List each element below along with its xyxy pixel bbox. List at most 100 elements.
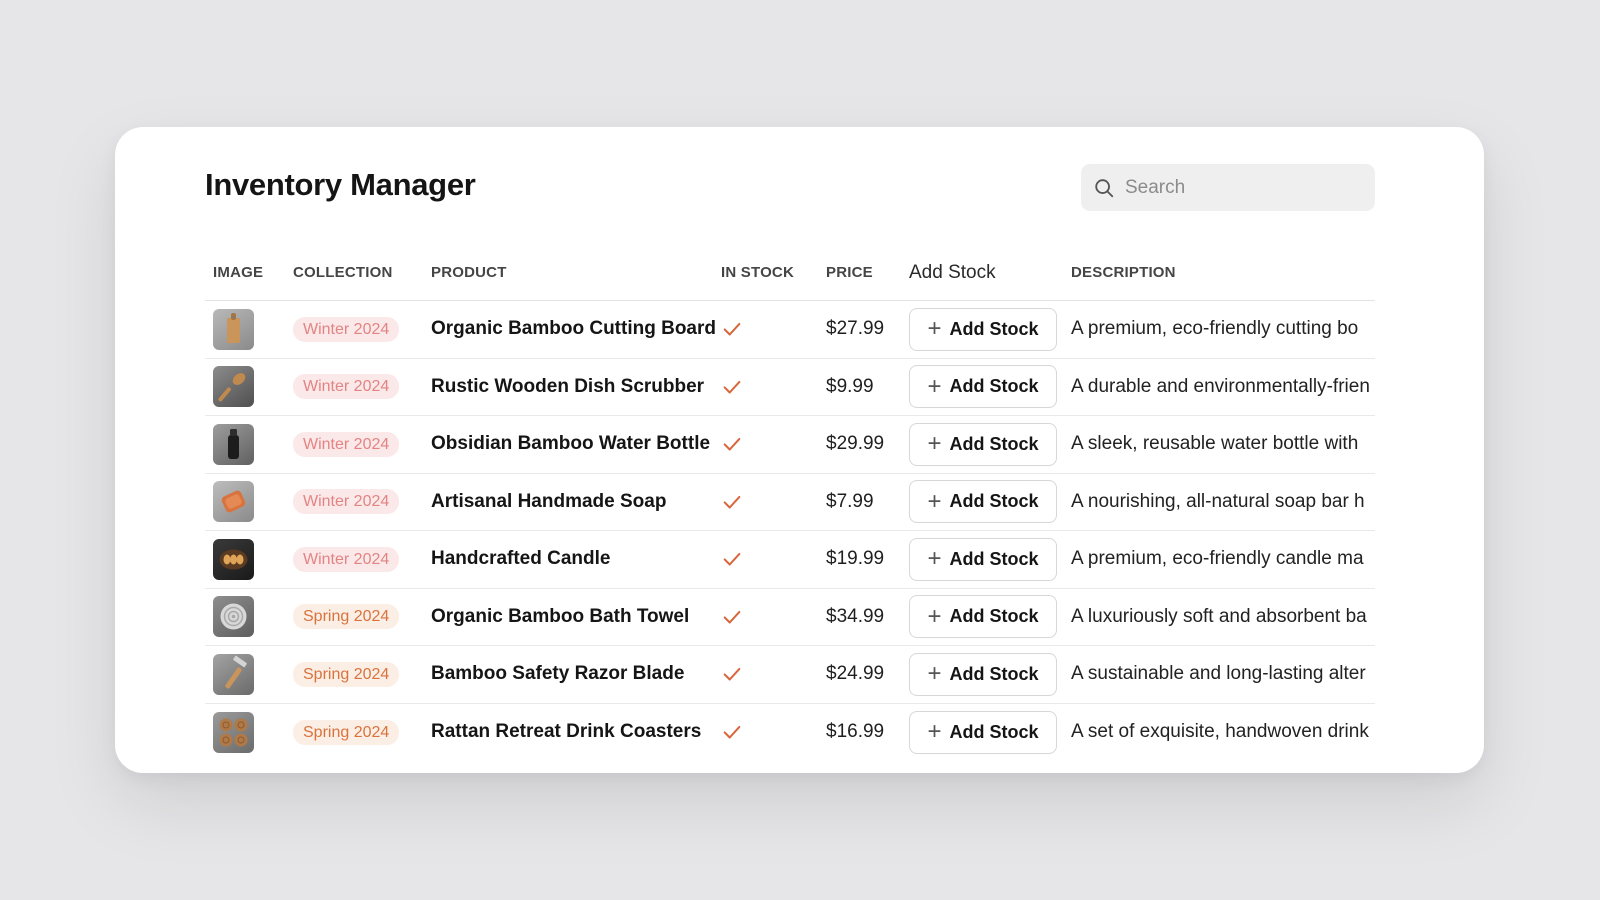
add-stock-cell: + Add Stock xyxy=(909,595,1071,639)
in-stock-cell xyxy=(715,606,826,628)
water-bottle-icon xyxy=(213,423,254,465)
plus-icon: + xyxy=(927,602,942,630)
image-cell xyxy=(205,653,293,695)
collection-badge: Winter 2024 xyxy=(293,374,400,400)
check-icon xyxy=(723,610,741,624)
header-image[interactable]: IMAGE xyxy=(213,264,264,281)
scrubber-brush-icon xyxy=(213,366,254,408)
header-product[interactable]: PRODUCT xyxy=(431,264,507,281)
price-cell: $27.99 xyxy=(826,318,885,340)
collection-badge: Spring 2024 xyxy=(293,604,400,630)
plus-icon: + xyxy=(927,430,942,458)
product-name: Obsidian Bamboo Water Bottle xyxy=(431,433,711,455)
collection-badge: Winter 2024 xyxy=(293,546,400,572)
collection-cell: Spring 2024 xyxy=(293,604,431,630)
price-cell: $7.99 xyxy=(826,490,874,512)
in-stock-cell xyxy=(715,318,826,340)
add-stock-cell: + Add Stock xyxy=(909,652,1071,696)
check-icon xyxy=(723,495,741,509)
inventory-card: Inventory Manager IMAGE COLLECTION PRODU… xyxy=(115,127,1484,773)
add-stock-cell: + Add Stock xyxy=(909,710,1071,754)
description-cell: A set of exquisite, handwoven drink xyxy=(1071,721,1369,743)
add-stock-button[interactable]: + Add Stock xyxy=(909,365,1057,409)
price-cell: $34.99 xyxy=(826,605,885,627)
product-name: Artisanal Handmade Soap xyxy=(431,490,667,512)
header-price[interactable]: PRICE xyxy=(826,264,873,281)
candle-icon xyxy=(213,538,254,580)
header-description[interactable]: DESCRIPTION xyxy=(1071,264,1176,281)
product-cell: Rustic Wooden Dish Scrubber xyxy=(431,376,715,398)
table-row: Winter 2024 Obsidian Bamboo Water Bottle… xyxy=(205,416,1375,474)
check-icon xyxy=(723,726,741,739)
search-box[interactable] xyxy=(1081,164,1375,211)
product-name: Bamboo Safety Razor Blade xyxy=(431,663,685,685)
add-stock-cell: + Add Stock xyxy=(909,480,1071,524)
plus-icon: + xyxy=(927,315,942,343)
header-collection[interactable]: COLLECTION xyxy=(293,264,393,281)
product-cell: Organic Bamboo Bath Towel xyxy=(431,606,715,628)
collection-cell: Spring 2024 xyxy=(293,719,431,745)
in-stock-cell xyxy=(715,376,826,398)
plus-icon: + xyxy=(927,718,942,746)
in-stock-cell xyxy=(715,548,826,570)
header-add-stock[interactable]: Add Stock xyxy=(909,261,996,283)
add-stock-button[interactable]: + Add Stock xyxy=(909,422,1057,466)
add-stock-button[interactable]: + Add Stock xyxy=(909,480,1057,524)
product-cell: Rattan Retreat Drink Coasters xyxy=(431,721,715,743)
in-stock-cell xyxy=(715,663,826,685)
description-cell: A premium, eco-friendly candle ma xyxy=(1071,548,1364,570)
plus-icon: + xyxy=(927,487,942,515)
add-stock-button[interactable]: + Add Stock xyxy=(909,652,1057,696)
plus-icon: + xyxy=(927,545,942,573)
search-input[interactable] xyxy=(1125,176,1365,199)
plus-icon: + xyxy=(927,372,942,400)
add-stock-button[interactable]: + Add Stock xyxy=(909,595,1057,639)
product-cell: Organic Bamboo Cutting Board xyxy=(431,318,716,340)
add-stock-label: Add Stock xyxy=(949,721,1039,742)
image-cell xyxy=(205,711,293,753)
image-cell xyxy=(205,308,293,350)
description-cell: A premium, eco-friendly cutting bo xyxy=(1071,318,1359,340)
towel-icon xyxy=(213,596,254,638)
collection-badge: Winter 2024 xyxy=(293,431,400,457)
collection-cell: Winter 2024 xyxy=(293,316,431,342)
product-cell: Artisanal Handmade Soap xyxy=(431,491,715,513)
header-in-stock[interactable]: IN STOCK xyxy=(721,264,794,281)
add-stock-button[interactable]: + Add Stock xyxy=(909,710,1057,754)
collection-badge: Spring 2024 xyxy=(293,661,400,687)
table-row: Spring 2024 Organic Bamboo Bath Towel $3… xyxy=(205,589,1375,646)
collection-cell: Spring 2024 xyxy=(293,661,431,687)
product-name: Rattan Retreat Drink Coasters xyxy=(431,721,702,743)
description-cell: A sleek, reusable water bottle with xyxy=(1071,433,1359,455)
collection-cell: Winter 2024 xyxy=(293,431,431,457)
table-row: Spring 2024 Bamboo Safety Razor Blade $2… xyxy=(205,646,1375,704)
add-stock-button[interactable]: + Add Stock xyxy=(909,307,1057,351)
collection-cell: Winter 2024 xyxy=(293,374,431,400)
description-cell: A sustainable and long-lasting alter xyxy=(1071,663,1366,685)
add-stock-cell: + Add Stock xyxy=(909,422,1071,466)
table-row: Winter 2024 Organic Bamboo Cutting Board… xyxy=(205,301,1375,359)
razor-icon xyxy=(213,653,254,695)
price-cell: $16.99 xyxy=(826,721,885,743)
table-header: IMAGE COLLECTION PRODUCT IN STOCK PRICE … xyxy=(205,245,1375,301)
add-stock-button[interactable]: + Add Stock xyxy=(909,537,1057,581)
image-cell xyxy=(205,596,293,638)
image-cell xyxy=(205,538,293,580)
collection-cell: Winter 2024 xyxy=(293,489,431,515)
table-body: Winter 2024 Organic Bamboo Cutting Board… xyxy=(205,301,1375,761)
add-stock-label: Add Stock xyxy=(949,606,1039,627)
coasters-icon xyxy=(213,711,254,753)
add-stock-label: Add Stock xyxy=(949,433,1039,454)
add-stock-label: Add Stock xyxy=(949,663,1039,684)
add-stock-cell: + Add Stock xyxy=(909,307,1071,351)
description-cell: A luxuriously soft and absorbent ba xyxy=(1071,605,1367,627)
table-row: Winter 2024 Rustic Wooden Dish Scrubber … xyxy=(205,359,1375,416)
search-icon xyxy=(1095,178,1114,197)
add-stock-cell: + Add Stock xyxy=(909,537,1071,581)
description-cell: A nourishing, all-natural soap bar h xyxy=(1071,490,1365,512)
table-row: Winter 2024 Handcrafted Candle $19.99 + … xyxy=(205,531,1375,589)
price-cell: $24.99 xyxy=(826,663,885,685)
page-title: Inventory Manager xyxy=(205,167,476,202)
table-row: Spring 2024 Rattan Retreat Drink Coaster… xyxy=(205,704,1375,762)
product-cell: Obsidian Bamboo Water Bottle xyxy=(431,433,715,455)
